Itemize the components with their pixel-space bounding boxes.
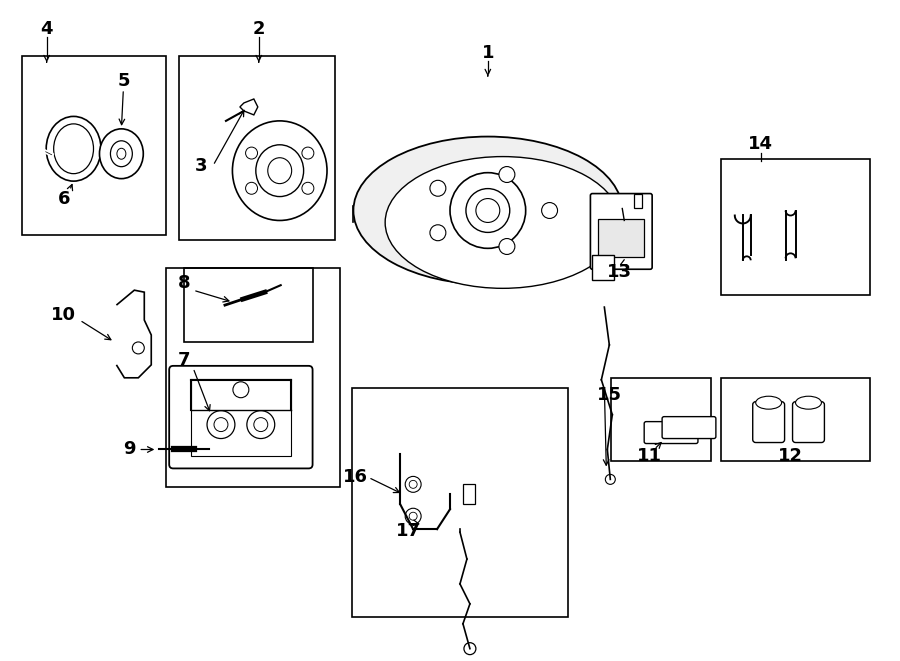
Text: 13: 13 [607, 263, 632, 281]
Text: 16: 16 [343, 469, 368, 486]
Bar [611, 378, 711, 461]
Text: 2: 2 [253, 20, 266, 38]
Bar [179, 56, 336, 241]
Circle shape [606, 475, 616, 485]
Ellipse shape [117, 148, 126, 159]
Text: 14: 14 [748, 135, 773, 153]
Bar [353, 388, 568, 617]
Ellipse shape [46, 116, 101, 181]
Circle shape [207, 410, 235, 438]
Bar [721, 159, 870, 295]
Ellipse shape [354, 137, 622, 284]
FancyBboxPatch shape [644, 422, 698, 444]
Ellipse shape [100, 129, 143, 178]
FancyBboxPatch shape [793, 402, 824, 442]
Ellipse shape [796, 396, 822, 409]
Ellipse shape [232, 121, 327, 221]
Polygon shape [240, 99, 257, 115]
Text: 3: 3 [194, 157, 207, 175]
Circle shape [247, 410, 274, 438]
Text: 6: 6 [58, 190, 70, 208]
Circle shape [233, 382, 248, 398]
Circle shape [405, 508, 421, 524]
Text: 10: 10 [51, 306, 76, 324]
Ellipse shape [54, 124, 94, 174]
Text: 12: 12 [778, 447, 803, 465]
Circle shape [464, 642, 476, 654]
Text: 4: 4 [40, 20, 53, 38]
FancyBboxPatch shape [662, 416, 716, 438]
Bar [721, 378, 870, 461]
Text: 8: 8 [178, 274, 191, 292]
Ellipse shape [756, 396, 781, 409]
Circle shape [254, 418, 268, 432]
Circle shape [450, 173, 526, 249]
Ellipse shape [268, 158, 292, 184]
Circle shape [302, 147, 314, 159]
Circle shape [410, 481, 417, 488]
FancyBboxPatch shape [169, 366, 312, 469]
Circle shape [430, 225, 446, 241]
Bar [463, 485, 475, 504]
Bar [22, 56, 166, 235]
Bar [592, 255, 615, 280]
Text: 11: 11 [636, 447, 662, 465]
Circle shape [246, 182, 257, 194]
Circle shape [466, 188, 509, 233]
Bar [166, 268, 340, 487]
Circle shape [302, 182, 314, 194]
Bar [184, 268, 312, 342]
Circle shape [499, 239, 515, 254]
Circle shape [246, 147, 257, 159]
Circle shape [410, 512, 417, 520]
Bar [598, 219, 644, 257]
FancyBboxPatch shape [590, 194, 652, 269]
Text: 5: 5 [117, 72, 130, 90]
Ellipse shape [385, 157, 620, 288]
Circle shape [476, 198, 500, 223]
Text: 17: 17 [396, 522, 420, 540]
Circle shape [430, 180, 446, 196]
Circle shape [499, 167, 515, 182]
Text: 1: 1 [482, 44, 494, 62]
Circle shape [405, 477, 421, 492]
Circle shape [542, 202, 557, 219]
Bar [191, 379, 291, 457]
Text: 9: 9 [123, 440, 136, 459]
Bar [634, 194, 643, 208]
Text: 15: 15 [597, 386, 622, 404]
Ellipse shape [111, 141, 132, 167]
Ellipse shape [256, 145, 303, 196]
Circle shape [214, 418, 228, 432]
FancyBboxPatch shape [752, 402, 785, 442]
Circle shape [132, 342, 144, 354]
Text: 7: 7 [178, 351, 191, 369]
